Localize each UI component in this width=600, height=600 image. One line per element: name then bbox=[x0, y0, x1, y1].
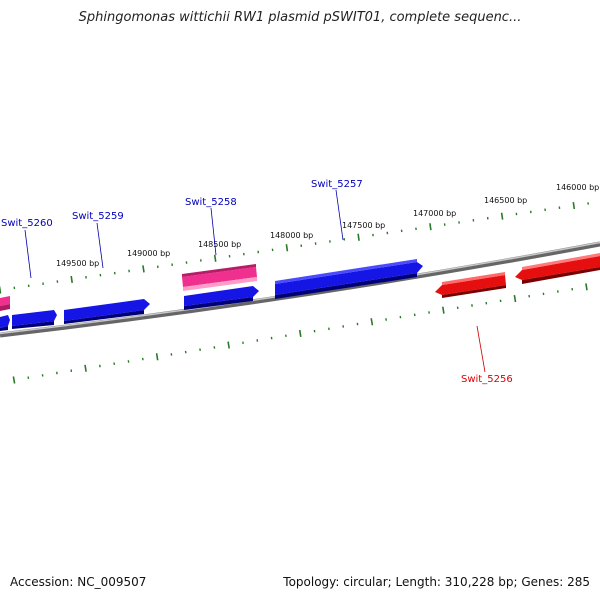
inner-tick-major bbox=[370, 318, 374, 326]
gene-label-swit-5260[interactable]: Swit_5260 bbox=[1, 218, 53, 229]
scale-label: 146000 bp bbox=[556, 183, 599, 192]
label-line-swit-5257 bbox=[335, 189, 344, 241]
accession-text: Accession: NC_009507 bbox=[10, 575, 147, 589]
scale-label: 147500 bp bbox=[342, 221, 385, 230]
inner-tick-major bbox=[84, 364, 87, 372]
gene-reverse-right[interactable] bbox=[515, 253, 600, 284]
inner-tick-major bbox=[298, 329, 302, 338]
gene-forward-swit-5258[interactable] bbox=[184, 286, 259, 310]
inner-tick-major bbox=[585, 283, 588, 291]
gene-label-swit-5258[interactable]: Swit_5258 bbox=[185, 197, 237, 208]
scale-label: 149000 bp bbox=[127, 249, 170, 258]
outer-tick-major bbox=[213, 254, 217, 262]
outer-tick-major bbox=[500, 212, 504, 220]
scale-ticks bbox=[0, 201, 589, 384]
scale-label: 146500 bp bbox=[484, 196, 527, 205]
label-line-swit-5259 bbox=[96, 222, 104, 269]
outer-tick-major bbox=[70, 275, 73, 284]
scale-label: 147000 bp bbox=[413, 209, 456, 218]
inner-tick-major bbox=[155, 353, 159, 361]
outer-tick-major bbox=[357, 233, 360, 241]
outer-tick-major bbox=[572, 201, 576, 210]
inner-tick-major bbox=[227, 341, 230, 349]
label-line-swit-5260 bbox=[24, 229, 32, 279]
outer-tick-major bbox=[142, 265, 145, 273]
gene-label-swit-5256[interactable]: Swit_5256 bbox=[461, 374, 513, 385]
topology-summary: Topology: circular; Length: 310,228 bp; … bbox=[283, 575, 590, 589]
map-title: Sphingomonas wittichii RW1 plasmid pSWIT… bbox=[78, 10, 522, 25]
label-line-swit-5256 bbox=[476, 325, 486, 373]
outer-tick-major bbox=[0, 286, 2, 294]
gene-forward-swit-5260[interactable] bbox=[12, 310, 57, 329]
outer-tick-major bbox=[429, 223, 432, 231]
scale-label: 149500 bp bbox=[56, 259, 99, 268]
gene-reverse-swit-5256[interactable] bbox=[435, 272, 506, 298]
inner-tick-major bbox=[442, 306, 445, 314]
gene-pink-left[interactable] bbox=[0, 296, 10, 311]
scale-label: 148500 bp bbox=[198, 240, 241, 249]
outer-tick-major bbox=[285, 244, 289, 252]
inner-tick-major bbox=[513, 294, 517, 303]
scale-labels: 149500 bp 149000 bp 148500 bp 148000 bp 1475… bbox=[56, 183, 599, 268]
gene-forward-edge[interactable] bbox=[0, 315, 10, 331]
scale-label: 148000 bp bbox=[270, 231, 313, 240]
gene-label-swit-5257[interactable]: Swit_5257 bbox=[311, 179, 363, 190]
gene-label-swit-5259[interactable]: Swit_5259 bbox=[72, 211, 124, 222]
gene-forward-swit-5257[interactable] bbox=[275, 259, 423, 299]
inner-tick-major bbox=[12, 376, 16, 384]
gene-pink-swit-5258[interactable] bbox=[182, 264, 257, 291]
gene-forward-swit-5259[interactable] bbox=[64, 299, 150, 324]
label-line-swit-5258 bbox=[210, 207, 217, 256]
